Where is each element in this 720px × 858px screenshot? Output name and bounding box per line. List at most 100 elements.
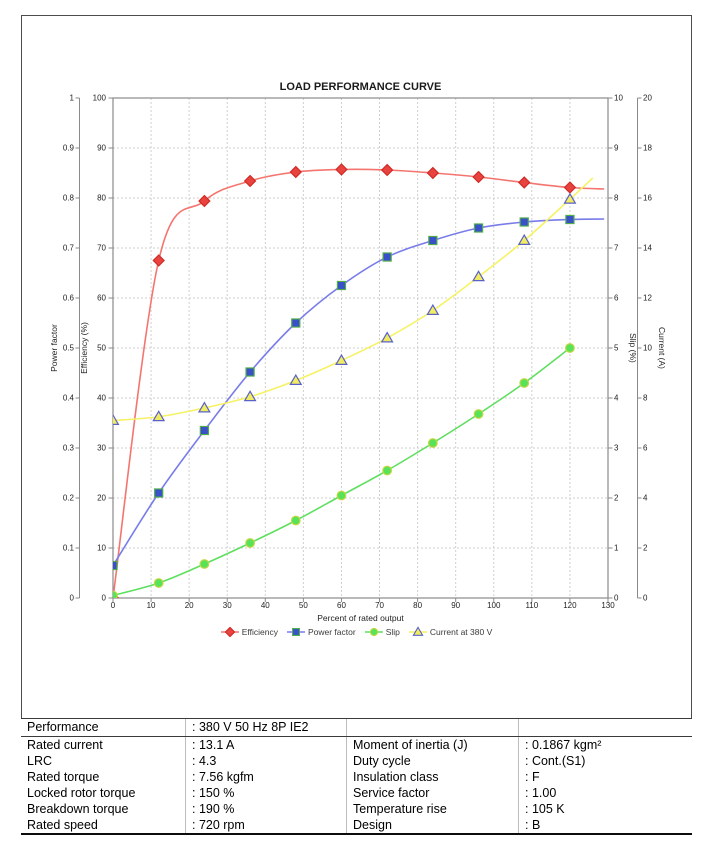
series-markers-efficiency [113,163,577,598]
square-marker [199,425,210,436]
circle-marker [153,578,164,588]
legend-item-power-factor: Power factor [286,626,356,638]
square-marker [519,217,529,227]
square-marker [565,214,575,225]
circle-marker [427,438,438,448]
spec-value: : 105 K [518,801,692,817]
triangle-marker [426,303,440,315]
plot-border [112,97,609,599]
axis-tick-label-efficiency: 50 [97,344,106,353]
axis-tick-label-efficiency: 60 [97,294,106,303]
square-marker [428,235,438,246]
diamond-marker [472,170,485,184]
square-marker [336,280,347,291]
x-axis-tick-label: 90 [451,601,460,610]
legend-label: Current at 380 V [429,627,493,637]
table-body: Rated current: 13.1 A Moment of inertia (… [21,737,692,833]
axis-tick-label-power_factor: 0.6 [63,294,75,303]
circle-marker [336,490,347,501]
spec-value: : B [518,817,692,833]
spec-value [518,719,692,736]
square-legend-icon [286,628,305,636]
table-row: Breakdown torque: 190 % Temperature rise:… [21,801,692,817]
axis-tick-label-current: 18 [643,144,652,153]
triangle-legend-icon [408,626,427,636]
table-header-row: Performance : 380 V 50 Hz 8P IE2 [21,719,692,737]
circle-marker [565,343,575,353]
axis-tick-label-current: 4 [643,494,648,503]
axis-tick-label-efficiency: 70 [97,244,106,253]
spec-label: Rated speed [27,818,98,832]
x-axis-tick-label: 70 [375,601,384,610]
axis-tick-label-efficiency: 0 [102,594,107,603]
x-axis-title: Percent of rated output [317,613,404,623]
x-axis-tick-label: 50 [299,601,308,610]
axis-tick-label-efficiency: 90 [97,144,106,153]
circle-marker [199,559,210,569]
axis-title-slip: Slip (%) [628,333,638,363]
circle-marker [473,409,484,419]
spec-label: Locked rotor torque [27,786,136,800]
table-row: Rated current: 13.1 A Moment of inertia (… [21,737,692,753]
circle-marker [245,538,255,548]
axis-tick-label-efficiency: 100 [93,94,107,103]
series-markers-power-factor [113,214,575,571]
triangle-marker [197,401,211,413]
table-row: Rated torque: 7.56 kgfm Insulation class:… [21,769,692,785]
diamond-marker [243,174,257,188]
triangle-marker [335,353,348,365]
x-axis-tick-label: 110 [525,601,538,610]
x-axis-tick-label: 20 [185,601,194,610]
spec-label: Rated current [27,738,103,752]
spec-label: Duty cycle [346,753,518,769]
triangle-marker [113,413,120,425]
axis-tick-label-efficiency: 10 [97,544,106,553]
axis-tick-label-slip: 0 [614,594,619,603]
legend-label: Efficiency [241,627,278,637]
axis-tick-label-power_factor: 1 [70,94,75,103]
x-axis-tick-label: 0 [111,601,116,610]
x-axis-tick-label: 130 [601,601,615,610]
axis-tick-label-current: 6 [643,444,648,453]
spec-value: : 4.3 [185,753,346,769]
axis-tick-label-slip: 4 [614,394,619,403]
axis-title-efficiency: Efficiency (%) [79,322,89,374]
spec-value: : 0.1867 kgm² [518,737,692,753]
triangle-marker [472,270,485,282]
diamond-marker [289,165,303,179]
square-marker [154,488,164,498]
spec-value: : 150 % [185,785,346,801]
motor-spec-table: Performance : 380 V 50 Hz 8P IE2 Rated c… [21,718,692,835]
circle-marker [113,590,118,598]
spec-value: : Cont.(S1) [518,753,692,769]
axis-tick-label-power_factor: 0.1 [63,544,75,553]
axis-title-current: Current (A) [657,327,667,369]
spec-label: Service factor [346,785,518,801]
chart-legend: Efficiency Power factor Slip Current at 380… [21,626,692,638]
circle-marker [382,465,393,476]
square-marker [473,223,484,233]
square-marker [113,560,118,571]
spec-value: : F [518,769,692,785]
x-axis-tick-label: 10 [147,601,156,610]
spec-value: : 720 rpm [185,817,346,833]
x-axis-tick-label: 120 [563,601,577,610]
square-marker [291,318,301,328]
axis-tick-label-power_factor: 0.5 [63,344,75,353]
axis-tick-label-slip: 6 [614,294,619,303]
x-axis-tick-label: 40 [261,601,270,610]
circle-marker [519,378,530,388]
legend-label: Power factor [307,627,356,637]
spec-label: Insulation class [346,769,518,785]
chart-title: LOAD PERFORMANCE CURVE [280,81,442,93]
series-layer [113,163,605,598]
spec-label: LRC [27,754,53,768]
diamond-marker [380,163,394,177]
diamond-marker [426,166,440,180]
legend-label: Slip [385,627,400,637]
spec-value: : 7.56 kgfm [185,769,346,785]
axis-tick-label-efficiency: 20 [97,494,106,503]
x-axis-tick-label: 60 [337,601,346,610]
axis-tick-label-current: 20 [643,94,652,103]
